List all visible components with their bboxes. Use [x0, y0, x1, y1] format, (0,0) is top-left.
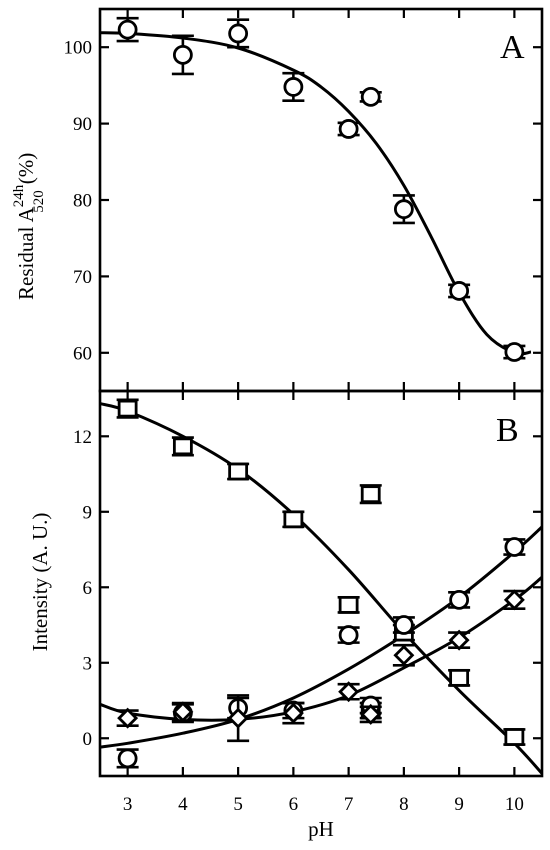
circle-marker	[117, 19, 138, 40]
circle-marker	[283, 77, 304, 97]
circle-marker	[228, 23, 249, 44]
panel-b-diamond-point	[227, 694, 250, 743]
panel-a-ytick-label: 70	[73, 267, 92, 288]
xtick-label: 6	[289, 794, 299, 815]
panel-a-ytick-label: 60	[73, 343, 92, 364]
xtick-label: 8	[399, 794, 409, 815]
panel-a-ylabel-unit: (%)	[14, 153, 38, 184]
diamond-marker	[117, 707, 139, 729]
panel-b-square-point	[503, 728, 526, 746]
ticks-layer: 60 70 80 90 100 0 3 6 9 12 3 4 5 6 7 8 9 10	[64, 9, 542, 815]
panel-a-circle-point	[359, 86, 382, 107]
panel-b-diamond-point	[448, 629, 471, 651]
panel-b-fit-curve-circle	[99, 525, 544, 749]
xtick-label: 10	[505, 794, 524, 815]
circle-marker	[504, 342, 525, 362]
panel-b-circle-point	[503, 537, 526, 557]
panel-b-circle-point	[337, 625, 360, 645]
diamond-marker	[227, 707, 249, 729]
circle-marker	[172, 44, 193, 65]
panel-b-square-point	[282, 510, 305, 529]
panel-b-square-point	[448, 668, 471, 687]
panel-b-diamond-point	[337, 681, 360, 703]
panel-b-circle-point	[116, 748, 139, 769]
panel-b-diamond-point	[503, 589, 526, 611]
panel-a-circle-point	[392, 194, 415, 225]
panel-b-ytick-label: 0	[83, 729, 93, 750]
panel-b-fit-curve-square	[99, 402, 544, 775]
diamond-marker	[338, 681, 360, 703]
square-marker	[504, 728, 525, 746]
diamond-marker	[172, 701, 194, 723]
circle-marker	[338, 119, 359, 139]
panel-b-ytick-label: 9	[83, 502, 93, 523]
panel-a-circle-point	[116, 16, 139, 43]
panel-a-ytick-label: 90	[73, 114, 92, 135]
data-points-layer	[116, 16, 526, 769]
fit-curves-layer	[99, 31, 544, 775]
circle-marker	[393, 615, 414, 635]
diamond-marker	[503, 589, 525, 611]
panel-a-ylabel-sup: 24h	[11, 184, 27, 207]
diamond-marker	[360, 703, 382, 725]
square-marker	[117, 399, 138, 418]
xtick-label: 4	[178, 794, 188, 815]
circle-marker	[393, 199, 414, 220]
diamond-marker	[448, 629, 470, 651]
panel-a-ytick-label: 80	[73, 191, 92, 212]
xtick-label: 9	[454, 794, 464, 815]
diamond-marker	[393, 644, 415, 666]
circle-marker	[360, 86, 381, 107]
panel-a-ylabel-main: Residual A	[14, 206, 38, 300]
panel-b-letter: B	[496, 412, 519, 449]
panel-a-circle-point	[171, 34, 194, 76]
panel-b-diamond-point	[392, 643, 415, 667]
xtick-label: 7	[344, 794, 354, 815]
panel-a-circle-point	[503, 342, 526, 362]
panel-b-square-point	[359, 484, 382, 505]
panel-a-ylabel: Residual A24h 520 (%)	[11, 153, 47, 300]
panel-b-square-point	[337, 595, 360, 614]
panel-b-ylabel: Intensity (A. U.)	[28, 513, 52, 652]
square-marker	[228, 462, 249, 481]
square-marker	[283, 510, 304, 529]
panel-b-square-point	[116, 398, 139, 419]
panel-b-square-point	[171, 436, 194, 457]
panel-b-diamond-point	[171, 701, 194, 723]
square-marker	[449, 668, 470, 687]
square-marker	[338, 595, 359, 614]
panel-a-circle-point	[282, 71, 305, 102]
diamond-marker	[282, 702, 304, 724]
square-marker	[360, 485, 381, 504]
xtick-label: 3	[123, 794, 133, 815]
circle-marker	[449, 589, 470, 610]
panel-b-ytick-label: 12	[73, 427, 92, 448]
panel-a-circle-point	[227, 18, 250, 49]
panel-b-square-point	[227, 462, 250, 481]
panel-b-diamond-point	[116, 707, 139, 729]
panel-b-ytick-label: 6	[83, 578, 93, 599]
panel-a-letter: A	[500, 29, 525, 66]
panel-a-circle-point	[448, 281, 471, 301]
circle-marker	[117, 748, 138, 769]
panel-b-frame	[98, 389, 544, 778]
circle-marker	[504, 537, 525, 557]
square-marker	[172, 437, 193, 456]
panel-a-ytick-label: 100	[64, 38, 93, 59]
panel-b-fit-curve-diamond	[99, 576, 543, 722]
x-axis-title: pH	[308, 817, 334, 841]
circle-marker	[449, 281, 470, 301]
panel-a-frame	[98, 7, 544, 393]
panel-b-diamond-point	[359, 703, 382, 725]
xtick-label: 5	[233, 794, 243, 815]
panel-b-circle-point	[448, 589, 471, 610]
panel-a-circle-point	[337, 119, 360, 139]
panel-b-diamond-point	[282, 701, 305, 725]
panel-b-circle-point	[392, 615, 415, 635]
panel-a-fit-curve-circle	[99, 31, 532, 356]
circle-marker	[338, 625, 359, 645]
panel-b-ytick-label: 3	[83, 653, 93, 674]
panel-a-ylabel-sub: 520	[31, 190, 47, 213]
